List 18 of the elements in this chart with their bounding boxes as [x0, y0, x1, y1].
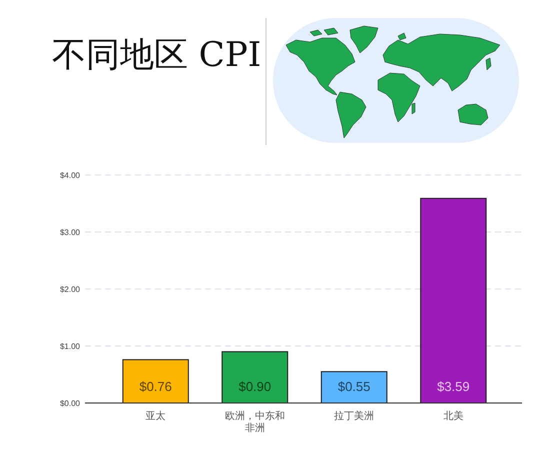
chart-title: 不同地区 CPI	[52, 35, 262, 75]
bar	[320, 371, 388, 404]
data-label: $0.55	[338, 379, 370, 394]
x-tick-label: 亚太	[146, 410, 166, 422]
bar	[222, 351, 288, 404]
bar	[420, 198, 487, 404]
x-tick-label: 北美	[443, 410, 464, 422]
x-tick-label: 拉丁美洲	[334, 410, 374, 422]
x-tick-label: 欧洲，中东和非洲	[224, 410, 285, 434]
data-label: $3.59	[437, 379, 470, 394]
y-tick-label: $2.00	[60, 285, 81, 294]
bar	[122, 359, 189, 404]
data-label: $0.90	[238, 379, 272, 394]
data-label: $0.76	[139, 379, 172, 394]
y-tick-label: $0.00	[60, 399, 81, 408]
y-tick-label: $1.00	[60, 342, 81, 351]
y-tick-label: $3.00	[60, 228, 81, 237]
y-tick-label: $4.00	[60, 171, 81, 180]
